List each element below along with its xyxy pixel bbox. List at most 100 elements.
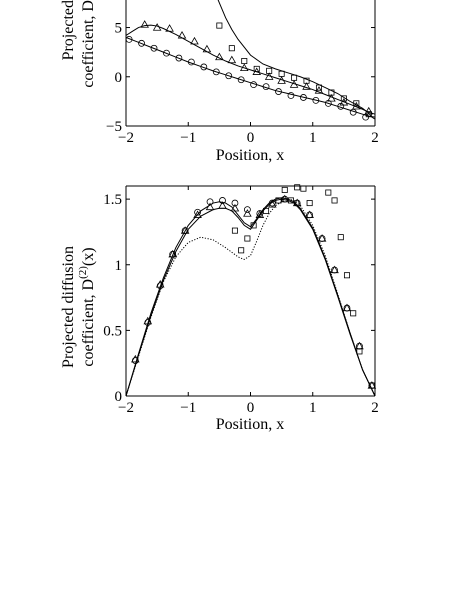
bottom-marker-triangle [168, 249, 177, 258]
top-x-tick-label: −1 [180, 130, 196, 146]
top-marker-triangle [339, 97, 349, 106]
bottom-marker-triangle [205, 202, 215, 211]
bottom-fit-line-3 [125, 198, 376, 397]
top-fit-line-2 [125, 24, 376, 115]
top-marker-circle [187, 58, 195, 66]
top-marker-circle [200, 63, 208, 71]
bottom-marker-triangle [255, 210, 265, 218]
top-marker-circle [150, 44, 158, 52]
bottom-y-axis-label-sup: (2) [77, 266, 89, 279]
bottom-marker-square [300, 185, 307, 192]
bottom-ticks: −2 −1 0 1 2 0 0.5 1 1.5 [103, 186, 379, 416]
bottom-marker-triangle [243, 209, 252, 217]
bottom-marker-square [294, 184, 301, 191]
bottom-marker-square [306, 200, 313, 207]
top-marker-circle [287, 92, 295, 99]
bottom-y-axis-label-line2: coefficient, D(2)(x) [77, 247, 97, 366]
top-y-axis-label-line2: coefficient, D [80, 0, 97, 88]
top-marker-circle [225, 72, 233, 80]
bottom-y-axis-label-prefix: coefficient, D [80, 279, 97, 367]
top-marker-triangle [289, 80, 299, 88]
top-marker-square [253, 65, 260, 72]
top-marker-circle [175, 54, 183, 62]
bottom-marker-circle [231, 199, 239, 207]
top-marker-triangle [140, 20, 149, 28]
bottom-marker-square [331, 197, 338, 204]
top-marker-circle [237, 76, 245, 84]
bottom-marker-triangle [330, 265, 339, 274]
bottom-marker-square [275, 197, 282, 204]
top-plot-lines [125, 0, 376, 120]
top-marker-circle [250, 81, 258, 89]
bottom-marker-triangle [292, 198, 302, 207]
top-chart: −2 −1 0 1 2 −5 0 5 Position, x Projected coeffi… [60, 0, 379, 164]
top-marker-triangle [302, 82, 311, 90]
top-marker-square [216, 22, 223, 29]
bottom-marker-triangle [180, 226, 190, 234]
bottom-x-tick-label: 1 [309, 400, 317, 416]
top-marker-circle [300, 94, 307, 101]
bottom-y-axis-label-line1: Projected diffusion [60, 246, 77, 368]
top-marker-triangle [152, 23, 162, 31]
top-marker-triangle [165, 24, 174, 32]
bottom-plot-lines [125, 197, 376, 397]
top-y-tick-label: 5 [115, 21, 123, 37]
bottom-x-tick-label: 2 [371, 400, 379, 416]
bottom-marker-square [244, 235, 251, 242]
bottom-marker-circle [194, 208, 201, 216]
bottom-x-tick-label: −1 [180, 400, 196, 416]
bottom-fit-line-2 [125, 198, 376, 397]
top-marker-square [315, 84, 322, 91]
bottom-y-axis-label-suffix: (x) [80, 247, 97, 266]
top-x-tick-label: 1 [309, 130, 317, 146]
top-plot-markers [125, 20, 374, 121]
top-marker-triangle [364, 106, 374, 115]
top-marker-square [303, 77, 310, 84]
top-marker-square [365, 111, 372, 118]
bottom-y-tick-label: 0.5 [103, 323, 122, 339]
top-marker-triangle [227, 55, 237, 64]
bottom-marker-square [231, 227, 238, 234]
bottom-marker-square [343, 272, 350, 279]
bottom-marker-triangle [267, 199, 277, 208]
bottom-marker-triangle [143, 316, 153, 325]
bottom-x-tick-label: 0 [247, 400, 255, 416]
bottom-axes [125, 185, 376, 397]
bottom-marker-square [368, 382, 375, 389]
bottom-marker-triangle [218, 201, 227, 209]
bottom-chart: −2 −1 0 1 2 0 0.5 1 1.5 Position, x Projected di… [60, 184, 379, 433]
top-marker-triangle [327, 94, 336, 102]
bottom-marker-triangle [155, 280, 165, 288]
bottom-marker-circle [206, 198, 214, 206]
bottom-marker-triangle [230, 203, 240, 212]
bottom-marker-square [250, 222, 257, 229]
bottom-y-tick-label: 1 [115, 258, 123, 274]
top-marker-square [340, 95, 347, 102]
top-marker-circle [312, 97, 320, 104]
bottom-marker-square [281, 186, 288, 193]
bottom-marker-square [337, 234, 344, 241]
bottom-y-tick-label: 1.5 [103, 192, 122, 208]
top-marker-square [278, 70, 285, 77]
top-marker-circle [262, 83, 270, 91]
top-marker-circle [138, 39, 145, 47]
top-marker-square [266, 67, 273, 74]
bottom-marker-triangle [131, 354, 140, 363]
top-x-axis-label: Position, x [216, 147, 284, 164]
top-marker-square [353, 100, 360, 107]
top-marker-square [241, 58, 248, 65]
top-marker-circle [275, 88, 282, 95]
bottom-y-tick-label: 0 [115, 389, 123, 405]
top-marker-circle [212, 68, 220, 76]
bottom-marker-square [350, 310, 357, 317]
bottom-marker-circle [243, 206, 251, 214]
bottom-marker-circle [219, 197, 226, 204]
bottom-marker-square [263, 207, 270, 214]
bottom-marker-triangle [305, 210, 314, 218]
top-fit-line-3 [217, 0, 376, 120]
top-marker-square [291, 74, 298, 81]
top-y-axis-label-line1: Projected [60, 0, 77, 60]
bottom-marker-triangle [342, 303, 352, 312]
bottom-marker-square [325, 189, 332, 196]
